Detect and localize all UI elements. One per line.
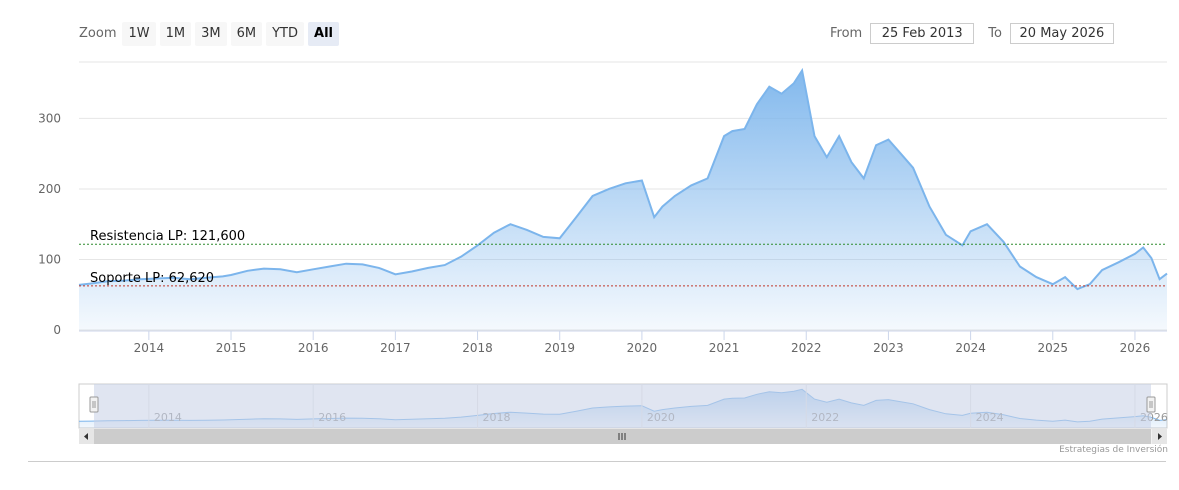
y-tick-label: 100 xyxy=(38,252,61,266)
to-label: To xyxy=(988,26,1002,41)
divider-line xyxy=(28,461,1166,462)
x-tick-label: 2021 xyxy=(709,341,740,355)
x-tick-label: 2017 xyxy=(380,341,411,355)
y-tick-label: 300 xyxy=(38,111,61,125)
series-area xyxy=(79,70,1167,330)
zoom-3m-button[interactable]: 3M xyxy=(195,21,227,46)
zoom-6m-button[interactable]: 6M xyxy=(230,21,263,46)
x-tick-label: 2018 xyxy=(462,341,493,355)
zoom-all-button[interactable]: All xyxy=(308,21,339,46)
zoom-ytd-button[interactable]: YTD xyxy=(266,21,305,46)
x-tick-label: 2014 xyxy=(134,341,165,355)
zoom-toolbar: Zoom 1W 1M 3M 6M YTD All xyxy=(79,21,343,46)
navigator-selection[interactable] xyxy=(94,384,1151,428)
x-tick-label: 2016 xyxy=(298,341,329,355)
date-range: From To xyxy=(830,21,1114,46)
x-tick-label: 2023 xyxy=(873,341,904,355)
navigator-right-handle[interactable] xyxy=(1146,396,1156,413)
support-label: Soporte LP: 62,620 xyxy=(90,271,214,286)
x-tick-label: 2025 xyxy=(1038,341,1069,355)
chevron-right-icon xyxy=(1158,433,1162,440)
navigator-left-handle[interactable] xyxy=(89,396,99,413)
x-tick-label: 2024 xyxy=(955,341,986,355)
x-tick-label: 2020 xyxy=(627,341,658,355)
zoom-1m-button[interactable]: 1M xyxy=(159,21,192,46)
to-date-input[interactable] xyxy=(1009,23,1114,44)
x-tick-label: 2022 xyxy=(791,341,822,355)
from-date-input[interactable] xyxy=(870,23,975,44)
zoom-label: Zoom xyxy=(79,26,117,41)
x-tick-label: 2015 xyxy=(216,341,247,355)
chart-credit[interactable]: Estrategias de Inversión xyxy=(1059,445,1168,455)
chevron-left-icon xyxy=(84,433,88,440)
resistance-label: Resistencia LP: 121,600 xyxy=(90,229,245,244)
y-tick-label: 0 xyxy=(53,323,61,337)
series-line xyxy=(78,67,1168,291)
y-tick-label: 200 xyxy=(38,182,61,196)
x-tick-label: 2019 xyxy=(544,341,575,355)
from-label: From xyxy=(830,26,863,41)
x-tick-label: 2026 xyxy=(1120,341,1151,355)
zoom-1w-button[interactable]: 1W xyxy=(122,21,156,46)
